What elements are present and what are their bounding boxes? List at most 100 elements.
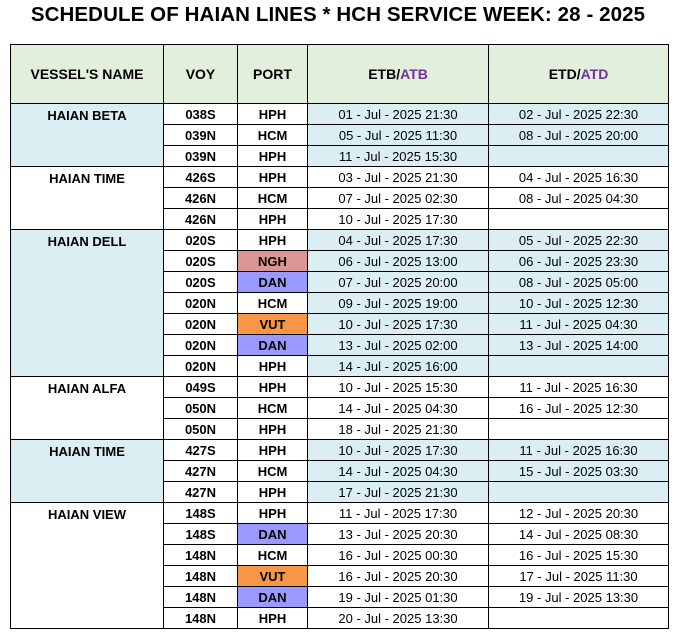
etd-datetime: 05 - Jul - 2025 22:30	[488, 229, 669, 251]
voyage-number: 050N	[163, 418, 238, 440]
etd-datetime: 16 - Jul - 2025 12:30	[488, 397, 669, 419]
etb-datetime: 09 - Jul - 2025 19:00	[307, 292, 489, 314]
voyage-number: 020S	[163, 250, 238, 272]
voyage-number: 148N	[163, 565, 238, 587]
vessel-name: HAIAN VIEW	[10, 502, 164, 629]
etd-datetime: 11 - Jul - 2025 16:30	[488, 439, 669, 461]
voyage-number: 020N	[163, 355, 238, 377]
voyage-number: 020N	[163, 292, 238, 314]
vessel-name: HAIAN TIME	[10, 166, 164, 230]
voyage-number: 148N	[163, 607, 238, 629]
etd-datetime	[488, 418, 669, 440]
voyage-number: 426S	[163, 166, 238, 188]
etd-datetime: 11 - Jul - 2025 04:30	[488, 313, 669, 335]
voyage-number: 039N	[163, 124, 238, 146]
voyage-number: 020S	[163, 271, 238, 293]
voyage-number: 020S	[163, 229, 238, 251]
etd-datetime: 12 - Jul - 2025 20:30	[488, 502, 669, 524]
schedule-row: 039N HCM 05 - Jul - 2025 11:30 08 - Jul - 2…	[11, 124, 669, 146]
port-code: HPH	[237, 166, 308, 188]
schedule-row: 427N HPH 17 - Jul - 2025 21:30	[11, 481, 669, 503]
voyage-number: 148S	[163, 523, 238, 545]
port-code: HCM	[237, 187, 308, 209]
port-code: HPH	[237, 418, 308, 440]
port-code: HPH	[237, 103, 308, 125]
voyage-number: 427N	[163, 481, 238, 503]
etd-datetime: 04 - Jul - 2025 16:30	[488, 166, 669, 188]
voyage-number: 049S	[163, 376, 238, 398]
header-vessel-name: VESSEL'S NAME	[10, 44, 164, 104]
schedule-row: 020N HPH 14 - Jul - 2025 16:00	[11, 355, 669, 377]
vessel-name: HAIAN DELL	[10, 229, 164, 377]
header-port: PORT	[237, 44, 308, 104]
port-code: HPH	[237, 502, 308, 524]
etb-datetime: 16 - Jul - 2025 20:30	[307, 565, 489, 587]
schedule-row: HAIAN DELL 020S HPH 04 - Jul - 2025 17:30 05…	[10, 229, 669, 377]
etb-datetime: 10 - Jul - 2025 17:30	[307, 439, 489, 461]
etd-datetime	[488, 355, 669, 377]
schedule-row: HAIAN VIEW 148S HPH 11 - Jul - 2025 17:30 12…	[10, 502, 669, 629]
etd-datetime	[488, 145, 669, 167]
port-code: HPH	[237, 607, 308, 629]
etb-datetime: 20 - Jul - 2025 13:30	[307, 607, 489, 629]
schedule-row: 148N VUT 16 - Jul - 2025 20:30 17 - Jul - 2…	[11, 565, 669, 587]
port-code: VUT	[237, 565, 308, 587]
schedule-row: HAIAN BETA 038S HPH 01 - Jul - 2025 21:30 02…	[10, 103, 669, 167]
voyage-number: 148S	[163, 502, 238, 524]
port-code: DAN	[237, 523, 308, 545]
schedule-row: 050N HPH 18 - Jul - 2025 21:30	[11, 418, 669, 440]
voyage-number: 427N	[163, 460, 238, 482]
etd-datetime: 11 - Jul - 2025 16:30	[488, 376, 669, 398]
etd-datetime	[488, 607, 669, 629]
port-code: HCM	[237, 124, 308, 146]
schedule-row: HAIAN TIME 426S HPH 03 - Jul - 2025 21:30 04…	[10, 166, 669, 230]
schedule-row: HAIAN ALFA 049S HPH 10 - Jul - 2025 15:30 11…	[10, 376, 669, 440]
schedule-row: 148N DAN 19 - Jul - 2025 01:30 19 - Jul - 2…	[11, 586, 669, 608]
etd-datetime: 16 - Jul - 2025 15:30	[488, 544, 669, 566]
port-code: DAN	[237, 334, 308, 356]
port-code: HPH	[237, 481, 308, 503]
etb-datetime: 13 - Jul - 2025 20:30	[307, 523, 489, 545]
schedule-row: 426N HPH 10 - Jul - 2025 17:30	[11, 208, 669, 230]
port-code: HPH	[237, 229, 308, 251]
etb-datetime: 14 - Jul - 2025 04:30	[307, 397, 489, 419]
etb-datetime: 14 - Jul - 2025 04:30	[307, 460, 489, 482]
vessel-name: HAIAN TIME	[10, 439, 164, 503]
header-atd-label: ATD	[580, 66, 609, 82]
port-code: NGH	[237, 250, 308, 272]
header-etd-label: ETD/	[548, 66, 581, 82]
vessel-name: HAIAN ALFA	[10, 376, 164, 440]
voyage-number: 148N	[163, 586, 238, 608]
etb-datetime: 07 - Jul - 2025 02:30	[307, 187, 489, 209]
etb-datetime: 07 - Jul - 2025 20:00	[307, 271, 489, 293]
etb-datetime: 11 - Jul - 2025 17:30	[307, 502, 489, 524]
voyage-number: 038S	[163, 103, 238, 125]
etd-datetime: 06 - Jul - 2025 23:30	[488, 250, 669, 272]
port-code: HPH	[237, 208, 308, 230]
page-title: SCHEDULE OF HAIAN LINES * HCH SERVICE WE…	[30, 3, 646, 26]
etd-datetime	[488, 208, 669, 230]
voyage-number: 020N	[163, 313, 238, 335]
port-code: HPH	[237, 355, 308, 377]
schedule-row: 148N HPH 20 - Jul - 2025 13:30	[11, 607, 669, 629]
voyage-number: 050N	[163, 397, 238, 419]
voyage-number: 020N	[163, 334, 238, 356]
etd-datetime: 02 - Jul - 2025 22:30	[488, 103, 669, 125]
port-code: HCM	[237, 544, 308, 566]
etb-datetime: 10 - Jul - 2025 15:30	[307, 376, 489, 398]
schedule-table: VESSEL'S NAME VOY PORT ETB/ATB ETD/ATD H…	[10, 44, 669, 629]
port-code: HPH	[237, 376, 308, 398]
etd-datetime: 08 - Jul - 2025 05:00	[488, 271, 669, 293]
port-code: DAN	[237, 586, 308, 608]
header-etb: ETB/ATB	[307, 44, 489, 104]
etd-datetime: 13 - Jul - 2025 14:00	[488, 334, 669, 356]
etd-datetime: 08 - Jul - 2025 04:30	[488, 187, 669, 209]
etb-datetime: 10 - Jul - 2025 17:30	[307, 208, 489, 230]
port-code: DAN	[237, 271, 308, 293]
schedule-row: 148S DAN 13 - Jul - 2025 20:30 14 - Jul - 2…	[11, 523, 669, 545]
etb-datetime: 16 - Jul - 2025 00:30	[307, 544, 489, 566]
etd-datetime: 14 - Jul - 2025 08:30	[488, 523, 669, 545]
etd-datetime: 19 - Jul - 2025 13:30	[488, 586, 669, 608]
etb-datetime: 11 - Jul - 2025 15:30	[307, 145, 489, 167]
header-etb-label: ETB/	[368, 66, 401, 82]
